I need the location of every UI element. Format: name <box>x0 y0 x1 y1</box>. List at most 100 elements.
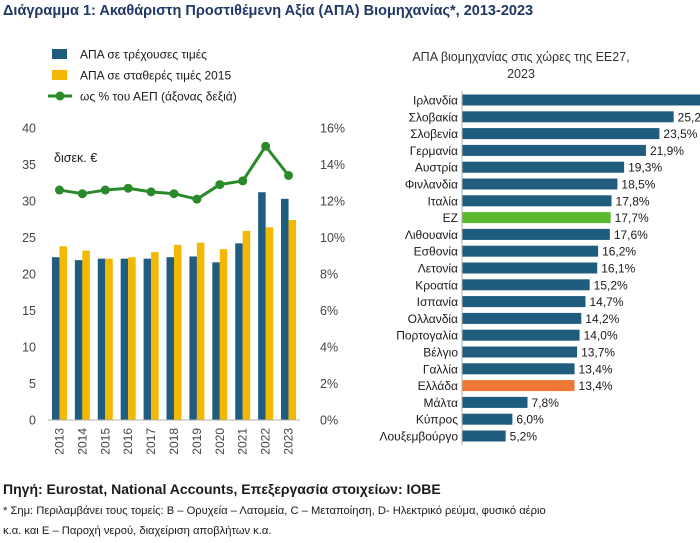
legend-swatch-marker <box>55 91 65 101</box>
bar-current-prices <box>212 262 220 420</box>
country-value-label: 13,4% <box>579 362 613 376</box>
source-line: Πηγή: Eurostat, National Accounts, Επεξε… <box>3 481 441 497</box>
country-label: Σλοβακία <box>409 110 458 124</box>
country-bar <box>462 144 646 156</box>
country-bar <box>462 312 582 324</box>
country-label: Ιρλανδία <box>413 94 458 108</box>
right-chart-title-line-2: 2023 <box>507 67 535 81</box>
bar-constant-prices <box>59 246 67 420</box>
country-bar <box>462 296 586 308</box>
bar-constant-prices <box>196 242 205 420</box>
country-label: Βέλγιο <box>423 346 458 360</box>
bar-current-prices <box>235 243 243 420</box>
bar-current-prices <box>281 198 289 420</box>
country-label: Σλοβενία <box>410 127 458 141</box>
country-value-label: 17,6% <box>614 228 648 242</box>
country-bar <box>462 430 506 442</box>
gdp-share-point <box>54 185 64 195</box>
country-label: Μάλτα <box>424 396 459 410</box>
left-combo-chart: ΑΠΑ σε τρέχουσες τιμές ΑΠΑ σε σταθερές τι… <box>22 48 345 455</box>
country-bar <box>462 396 528 408</box>
bar-constant-prices <box>151 252 159 420</box>
country-label: Γερμανία <box>410 144 458 158</box>
country-value-label: 18,5% <box>621 178 655 192</box>
chart-title: Διάγραμμα 1: Ακαθάριστη Προστιθέμενη Αξί… <box>3 3 534 19</box>
country-value-label: 16,2% <box>602 245 636 259</box>
y-left-tick-label: 15 <box>22 304 36 318</box>
country-label: Κύπρος <box>416 413 458 427</box>
x-tick-label: 2023 <box>282 428 296 455</box>
country-label: Αυστρία <box>415 161 458 175</box>
y-left-tick-label: 10 <box>22 341 36 355</box>
x-tick-label: 2021 <box>236 428 250 455</box>
y-left-tick-label: 35 <box>22 158 36 172</box>
x-tick-label: 2016 <box>121 428 135 455</box>
y-right-tick-label: 0% <box>320 414 338 428</box>
y-right-tick-label: 2% <box>320 377 338 391</box>
country-bar <box>462 346 578 358</box>
gdp-share-point <box>238 176 248 186</box>
y-right-tick-label: 4% <box>320 341 338 355</box>
right-chart-title-line-1: ΑΠΑ βιομηχανίας στις χώρες της ΕΕ27, <box>412 50 629 64</box>
y-right-tick-label: 10% <box>320 231 345 245</box>
gdp-share-point <box>284 170 294 180</box>
y-right-tick-label: 6% <box>320 304 338 318</box>
country-label: Φινλανδία <box>405 178 458 192</box>
x-tick-label: 2013 <box>52 428 66 455</box>
bar-constant-prices <box>219 249 228 420</box>
country-bar <box>462 228 610 240</box>
x-tick-label: 2022 <box>259 428 273 455</box>
bar-constant-prices <box>265 227 274 420</box>
country-label: Ισπανία <box>417 295 458 309</box>
bar-constant-prices <box>174 244 182 420</box>
y-left-tick-label: 5 <box>29 377 36 391</box>
country-bar <box>462 413 513 425</box>
country-value-label: 19,3% <box>628 161 662 175</box>
country-bar <box>462 94 700 106</box>
bar-constant-prices <box>82 250 90 420</box>
gdp-share-point <box>100 185 110 195</box>
country-bar <box>462 329 580 341</box>
country-value-label: 14,2% <box>585 312 619 326</box>
country-label: Εσθονία <box>414 245 458 259</box>
country-label: Ιταλία <box>428 194 459 208</box>
country-label: Λετονία <box>418 262 458 276</box>
bar-current-prices <box>120 258 129 420</box>
legend-label-1: ΑΠΑ σε τρέχουσες τιμές <box>80 48 207 62</box>
country-value-label: 14,7% <box>589 295 623 309</box>
legend-swatch-2 <box>52 70 67 80</box>
bar-current-prices <box>189 256 197 420</box>
footnote-line-2: κ.α. και Ε – Παροχή νερού, διαχείριση απ… <box>3 525 272 537</box>
legend-label-2: ΑΠΑ σε σταθερές τιμές 2015 <box>80 69 231 83</box>
y-left-tick-label: 20 <box>22 268 36 282</box>
country-bar <box>462 161 625 173</box>
x-tick-label: 2014 <box>75 428 89 455</box>
country-bar <box>462 111 674 123</box>
x-tick-label: 2018 <box>167 428 181 455</box>
country-bar <box>462 363 575 375</box>
country-value-label: 21,9% <box>650 144 684 158</box>
country-value-label: 13,7% <box>581 346 615 360</box>
legend-swatch-1 <box>52 49 67 59</box>
country-label: Γαλλία <box>423 362 458 376</box>
y-right-tick-label: 16% <box>320 122 345 136</box>
country-label: Κροατία <box>415 278 458 292</box>
country-label: Λουξεμβούργο <box>379 430 458 444</box>
country-value-label: 6,0% <box>516 413 544 427</box>
bar-current-prices <box>143 258 152 420</box>
country-bar <box>462 195 612 207</box>
gdp-share-point <box>77 189 87 199</box>
x-tick-label: 2017 <box>144 428 158 455</box>
country-value-label: 15,2% <box>594 278 628 292</box>
country-bar <box>462 262 598 274</box>
gdp-share-point <box>169 189 179 199</box>
bar-current-prices <box>97 258 106 420</box>
country-value-label: 17,7% <box>615 211 649 225</box>
country-label: Ολλανδία <box>408 312 458 326</box>
legend-label-3: ως % του ΑΕΠ (άξονας δεξιά) <box>80 90 237 104</box>
bar-current-prices <box>51 257 60 420</box>
y-left-unit-label: δισεκ. € <box>54 151 97 165</box>
bar-constant-prices <box>242 230 251 420</box>
y-left-tick-label: 40 <box>22 122 36 136</box>
gdp-share-point <box>192 194 202 204</box>
